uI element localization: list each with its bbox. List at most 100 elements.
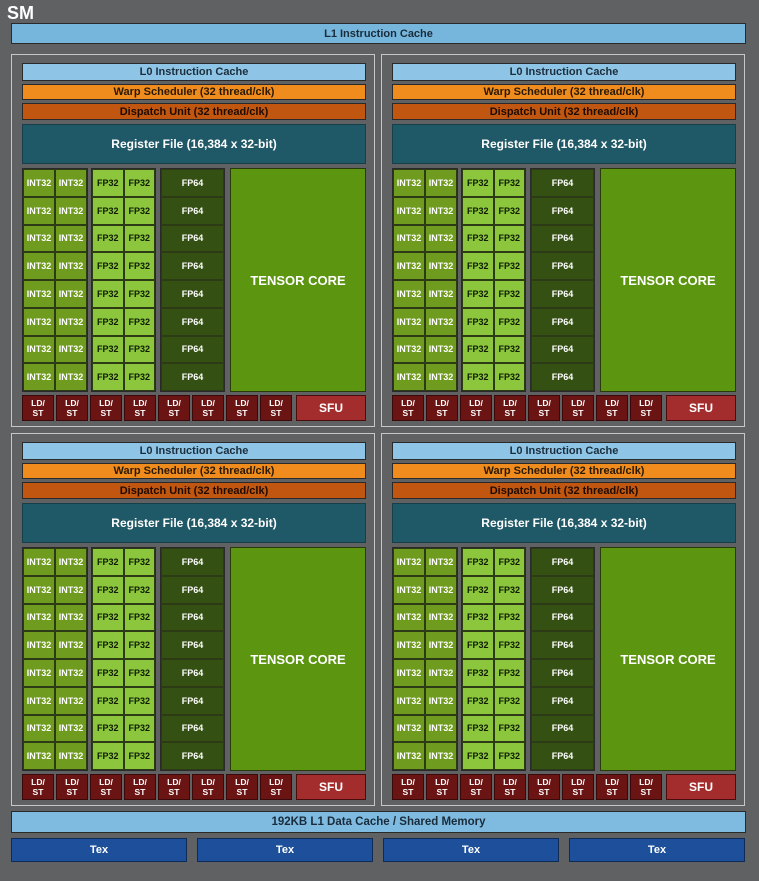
fp32-unit: FP32 [493, 742, 525, 770]
fp32-unit: FP32 [493, 575, 525, 604]
ldst-unit: LD/ ST [460, 774, 492, 800]
ldst-unit: LD/ ST [630, 395, 662, 421]
int32-unit: INT32 [425, 686, 457, 715]
fp64-unit: FP64 [531, 307, 594, 336]
int32-unit: INT32 [55, 280, 87, 308]
fp32-unit: FP32 [493, 224, 525, 253]
ldst-unit: LD/ ST [124, 395, 156, 421]
fp64-unit: FP64 [161, 659, 224, 687]
int32-unit: INT32 [393, 169, 425, 197]
fp64-unit: FP64 [531, 575, 594, 604]
l1-data-cache: 192KB L1 Data Cache / Shared Memory [11, 811, 746, 833]
fp32-unit: FP32 [493, 603, 525, 632]
fp32-unit: FP32 [493, 686, 525, 715]
ldst-unit: LD/ ST [426, 395, 458, 421]
fp64-unit: FP64 [161, 548, 224, 576]
fp32-unit: FP32 [462, 307, 494, 336]
ldst-unit: LD/ ST [528, 774, 560, 800]
fp32-unit: FP32 [92, 603, 124, 632]
sfu-unit: SFU [666, 774, 736, 800]
fp32-unit: FP32 [462, 742, 494, 770]
int32-unit: INT32 [425, 575, 457, 604]
int32-unit: INT32 [55, 169, 87, 197]
fp32-unit: FP32 [462, 575, 494, 604]
fp32-units: FP32 FP32 FP32 FP32 FP32 FP32 FP32 FP32 FP32 FP32… [91, 547, 156, 771]
fp32-unit: FP32 [123, 686, 155, 715]
fp32-unit: FP32 [123, 631, 155, 659]
fp32-unit: FP32 [92, 280, 124, 308]
int32-unit: INT32 [425, 224, 457, 253]
sfu-unit: SFU [296, 774, 366, 800]
fp32-unit: FP32 [493, 280, 525, 308]
int32-unit: INT32 [425, 169, 457, 197]
int32-unit: INT32 [23, 363, 55, 391]
int32-unit: INT32 [393, 714, 425, 743]
warp-scheduler: Warp Scheduler (32 thread/clk) [22, 463, 366, 479]
fp64-unit: FP64 [161, 280, 224, 308]
fp32-unit: FP32 [493, 548, 525, 576]
fp32-unit: FP32 [493, 335, 525, 364]
int32-unit: INT32 [425, 659, 457, 687]
fp32-unit: FP32 [123, 548, 155, 576]
fp32-unit: FP32 [123, 224, 155, 253]
tex-unit-4: Tex [569, 838, 745, 862]
ldst-unit: LD/ ST [158, 395, 190, 421]
fp32-unit: FP32 [92, 169, 124, 197]
int32-unit: INT32 [55, 714, 87, 743]
dispatch-unit: Dispatch Unit (32 thread/clk) [22, 482, 366, 499]
fp32-unit: FP32 [462, 363, 494, 391]
int32-unit: INT32 [393, 252, 425, 280]
l1-instruction-cache: L1 Instruction Cache [11, 23, 746, 44]
warp-scheduler: Warp Scheduler (32 thread/clk) [392, 463, 736, 479]
int32-unit: INT32 [425, 196, 457, 225]
ldst-unit: LD/ ST [192, 395, 224, 421]
int32-unit: INT32 [55, 335, 87, 364]
l0-instruction-cache: L0 Instruction Cache [392, 63, 736, 81]
int32-unit: INT32 [55, 659, 87, 687]
int32-unit: INT32 [23, 714, 55, 743]
processing-block-3: L0 Instruction Cache Warp Scheduler (32 t… [11, 433, 375, 806]
int32-unit: INT32 [23, 307, 55, 336]
fp64-unit: FP64 [161, 252, 224, 280]
fp64-unit: FP64 [161, 224, 224, 253]
int32-unit: INT32 [55, 631, 87, 659]
fp64-unit: FP64 [531, 659, 594, 687]
sfu-unit: SFU [666, 395, 736, 421]
int32-unit: INT32 [425, 548, 457, 576]
int32-unit: INT32 [23, 169, 55, 197]
int32-unit: INT32 [425, 363, 457, 391]
int32-unit: INT32 [425, 307, 457, 336]
int32-unit: INT32 [393, 363, 425, 391]
fp64-unit: FP64 [161, 169, 224, 197]
fp64-unit: FP64 [531, 169, 594, 197]
fp32-unit: FP32 [92, 307, 124, 336]
processing-block-1: L0 Instruction Cache Warp Scheduler (32 t… [11, 54, 375, 427]
int32-unit: INT32 [55, 686, 87, 715]
processing-block-4: L0 Instruction Cache Warp Scheduler (32 t… [381, 433, 745, 806]
int32-unit: INT32 [55, 548, 87, 576]
ldst-unit: LD/ ST [260, 774, 292, 800]
fp32-unit: FP32 [123, 252, 155, 280]
fp64-unit: FP64 [531, 335, 594, 364]
int32-unit: INT32 [425, 714, 457, 743]
fp32-unit: FP32 [123, 169, 155, 197]
ldst-unit: LD/ ST [22, 774, 54, 800]
fp32-unit: FP32 [462, 252, 494, 280]
fp32-unit: FP32 [92, 742, 124, 770]
fp32-unit: FP32 [92, 686, 124, 715]
ldst-unit: LD/ ST [158, 774, 190, 800]
fp32-unit: FP32 [462, 603, 494, 632]
fp64-unit: FP64 [531, 280, 594, 308]
tex-unit-1: Tex [11, 838, 187, 862]
int32-unit: INT32 [55, 224, 87, 253]
fp64-units: FP64 FP64 FP64 FP64 FP64 FP64 FP64 FP64 [160, 547, 225, 771]
int32-unit: INT32 [393, 603, 425, 632]
fp32-unit: FP32 [92, 575, 124, 604]
int32-units: INT32 INT32 INT32 INT32 INT32 INT32 INT32 INT32… [22, 168, 88, 392]
fp64-unit: FP64 [531, 548, 594, 576]
int32-unit: INT32 [23, 575, 55, 604]
ldst-unit: LD/ ST [226, 774, 258, 800]
fp64-unit: FP64 [531, 224, 594, 253]
int32-unit: INT32 [23, 548, 55, 576]
fp64-unit: FP64 [531, 742, 594, 770]
